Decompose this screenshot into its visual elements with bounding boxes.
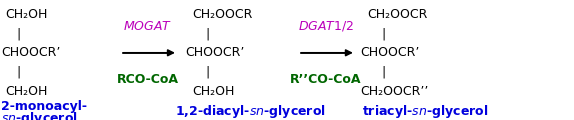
Text: CHOOCR’: CHOOCR’ [360,46,419,59]
Text: R’’CO-CoA: R’’CO-CoA [290,73,362,86]
Text: |: | [205,27,210,40]
Text: CHOOCR’: CHOOCR’ [185,46,244,59]
Text: $\mathit{DGAT1/2}$: $\mathit{DGAT1/2}$ [298,19,354,33]
Text: |: | [205,66,210,78]
Text: triacyl-$\mathit{sn}$-glycerol: triacyl-$\mathit{sn}$-glycerol [362,103,488,120]
Text: CH₂OH: CH₂OH [192,85,235,98]
Text: |: | [16,27,20,40]
Text: |: | [382,66,386,78]
Text: CH₂OOCR: CH₂OOCR [367,8,428,21]
Text: $\mathit{sn}$-glycerol: $\mathit{sn}$-glycerol [1,110,77,120]
Text: CH₂OOCR’’: CH₂OOCR’’ [360,85,428,98]
Text: CH₂OH: CH₂OH [6,85,48,98]
Text: |: | [16,66,20,78]
Text: CHOOCR’: CHOOCR’ [1,46,60,59]
Text: RCO-CoA: RCO-CoA [117,73,179,86]
Text: 1,2-diacyl-$\mathit{sn}$-glycerol: 1,2-diacyl-$\mathit{sn}$-glycerol [175,103,326,120]
Text: $\mathit{MOGAT}$: $\mathit{MOGAT}$ [123,20,173,33]
Text: CH₂OOCR: CH₂OOCR [192,8,253,21]
Text: CH₂OH: CH₂OH [6,8,48,21]
Text: 2-monoacyl-: 2-monoacyl- [1,100,87,113]
Text: |: | [382,27,386,40]
